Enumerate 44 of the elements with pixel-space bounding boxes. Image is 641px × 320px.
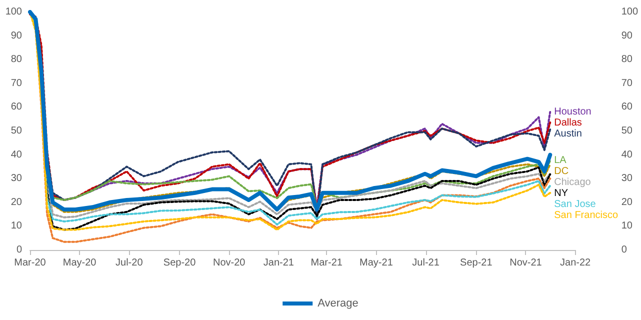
y2-tick-label: 0 xyxy=(621,244,628,256)
y2-tick-label: 90 xyxy=(621,30,633,42)
y-tick-label: 90 xyxy=(10,30,22,42)
x-tick-label: Jan-22 xyxy=(560,258,592,268)
series-label: San Francisco xyxy=(554,210,618,222)
y-tick-label: 100 xyxy=(5,6,22,18)
series-label: Dallas xyxy=(554,117,582,128)
series-label: Chicago xyxy=(554,177,592,188)
y2-tick-label: 80 xyxy=(621,54,633,66)
y-tick-label: 30 xyxy=(10,173,22,184)
series-label: San Jose xyxy=(554,199,596,210)
x-tick-label: Sep-21 xyxy=(460,258,493,268)
y-tick-label: 20 xyxy=(10,196,22,208)
y2-tick-label: 10 xyxy=(621,220,633,232)
x-tick-label: Jan-21 xyxy=(263,258,294,268)
series-label: Houston xyxy=(554,106,592,118)
y-tick-label: 50 xyxy=(10,126,22,136)
x-tick-label: Sep-20 xyxy=(163,258,196,268)
y2-tick-label: 50 xyxy=(621,126,633,136)
series-label: Austin xyxy=(554,128,582,140)
y-tick-label: 0 xyxy=(16,244,22,256)
y2-tick-label: 70 xyxy=(621,78,633,89)
y-tick-label: 80 xyxy=(10,54,22,66)
x-tick-label: Mar-21 xyxy=(310,258,343,268)
y2-tick-label: 60 xyxy=(621,102,633,113)
x-tick-label: May-21 xyxy=(360,258,394,268)
y-tick-label: 60 xyxy=(10,102,22,113)
y2-tick-label: 40 xyxy=(621,149,633,160)
x-tick-label: Jul-21 xyxy=(412,258,440,268)
series-label: DC xyxy=(554,166,569,178)
y2-tick-label: 20 xyxy=(621,196,633,208)
series-label: LA xyxy=(554,155,567,166)
x-tick-label: May-20 xyxy=(62,258,97,268)
y-tick-label: 10 xyxy=(10,220,22,232)
y-tick-label: 40 xyxy=(10,149,22,160)
x-tick-label: Nov-20 xyxy=(212,258,246,268)
x-tick-label: Mar-20 xyxy=(14,258,46,268)
y2-tick-label: 100 xyxy=(621,6,638,18)
x-tick-label: Jul-20 xyxy=(116,258,144,268)
y2-tick-label: 30 xyxy=(621,173,633,184)
legend-label: Average xyxy=(318,298,358,310)
x-tick-label: Nov-21 xyxy=(510,258,542,268)
series-label: NY xyxy=(554,188,568,200)
y-tick-label: 70 xyxy=(10,78,22,89)
